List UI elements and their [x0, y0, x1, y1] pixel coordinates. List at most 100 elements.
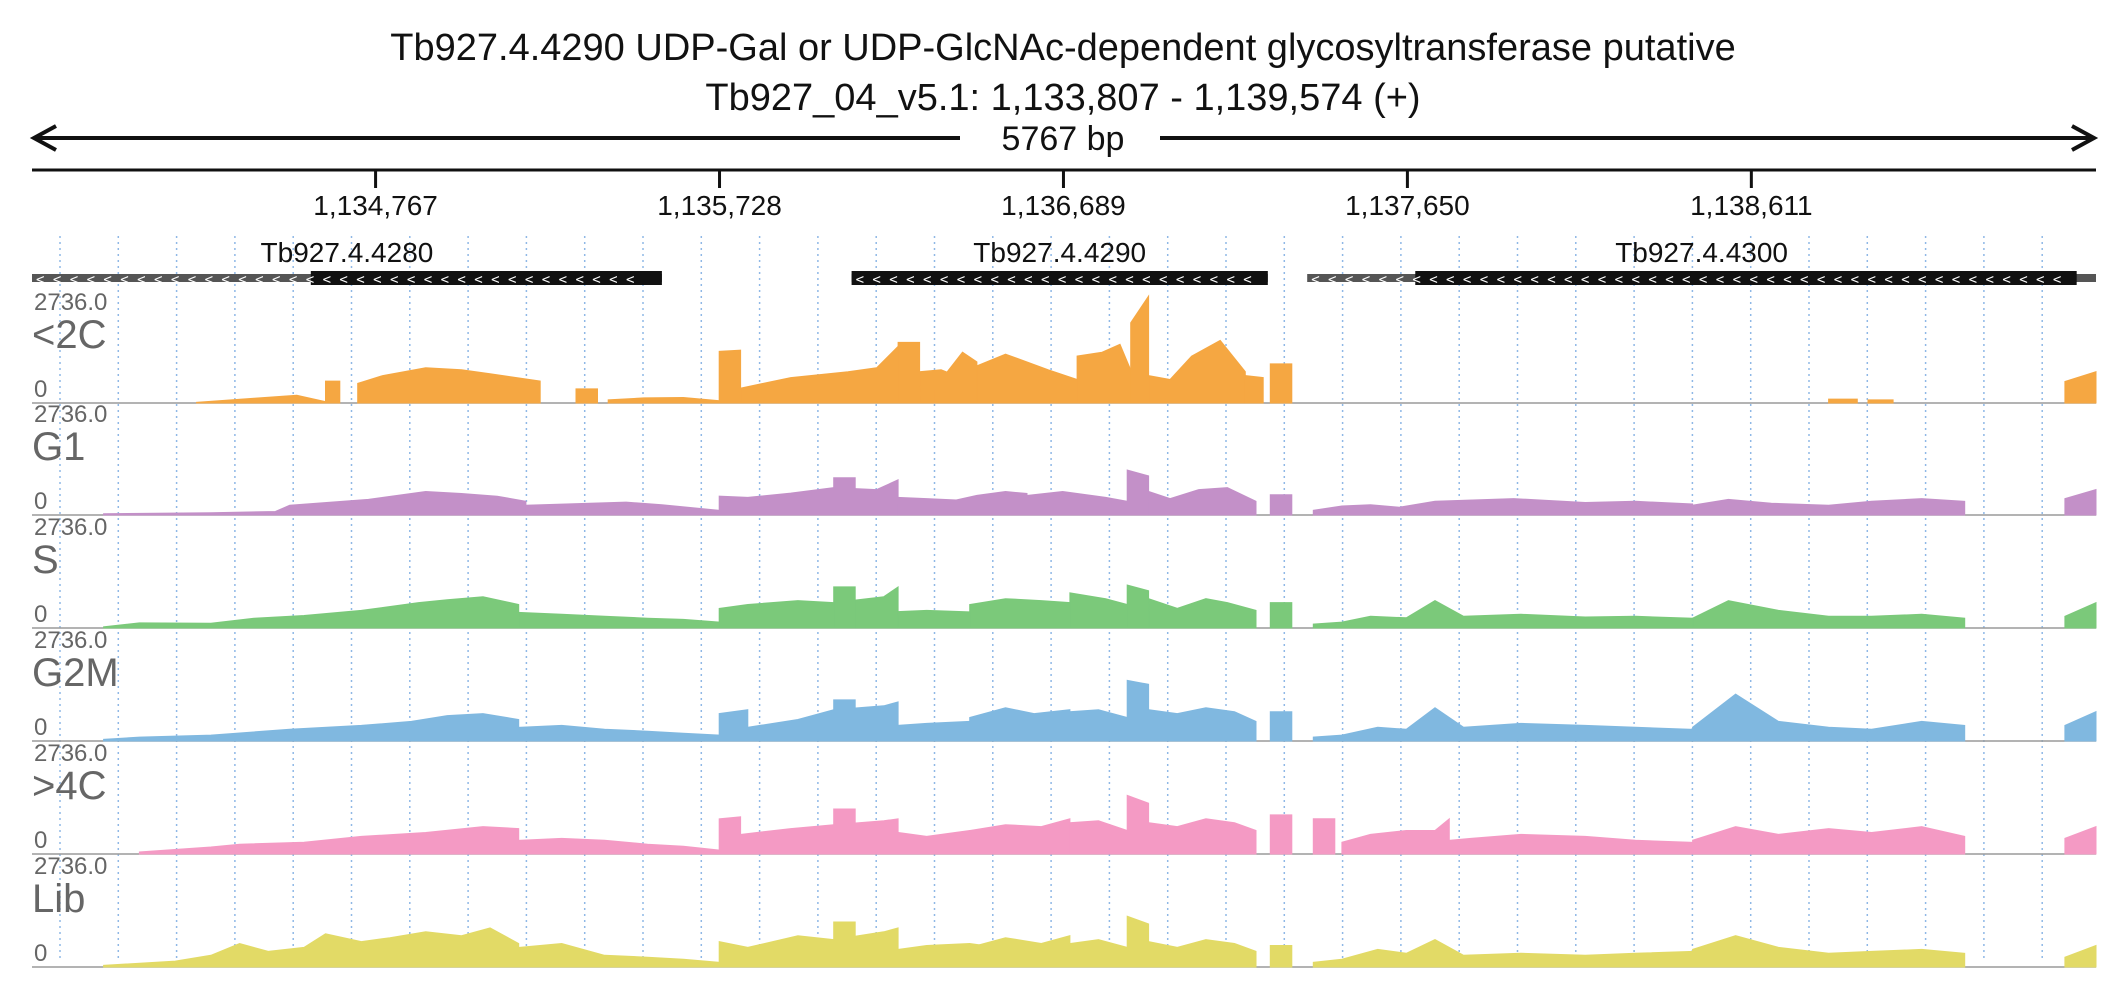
vertical-gridlines [59, 236, 2043, 962]
track-name: G2M [32, 651, 119, 695]
track-name: G1 [32, 425, 85, 469]
coverage-area [1692, 600, 1966, 629]
coverage-area [740, 345, 899, 404]
chart-subtitle: Tb927_04_v5.1: 1,133,807 - 1,139,574 (+) [705, 77, 1420, 119]
coverage-area [1269, 711, 1293, 742]
coverage-track: 2736.0 0 G2M [32, 627, 2097, 742]
coverage-area [2064, 601, 2097, 629]
coverage-track: 2736.0 0 S [32, 514, 2097, 629]
ruler-tick-label: 1,134,767 [313, 190, 438, 221]
coverage-area [1076, 343, 1132, 404]
coverage-area [1692, 693, 1966, 742]
gene-strand-chevrons: < < < < < < < < < < < < < < < < < < < < … [1311, 272, 2061, 288]
coverage-area [833, 699, 856, 742]
coverage-area [969, 935, 1071, 968]
coverage-area [196, 394, 326, 404]
coverage-area [103, 927, 520, 968]
coverage-area [833, 921, 856, 968]
coverage-area [1126, 679, 1150, 742]
ruler-tick-label: 1,137,650 [1345, 190, 1470, 221]
track-scale-max: 2736.0 [34, 853, 107, 880]
track-scale-min: 0 [34, 376, 47, 403]
gene-label: Tb927.4.4280 [261, 237, 434, 268]
coverage-area [833, 477, 856, 516]
coverage-area [1148, 487, 1257, 516]
coverage-area [1130, 294, 1150, 404]
coverage-area [1026, 490, 1128, 516]
coverage-area [1312, 818, 1336, 855]
coverage-area [518, 724, 720, 742]
coverage-area [1448, 833, 1694, 855]
coverage-area [103, 713, 520, 742]
coverage-area [740, 818, 899, 855]
coverage-area [138, 826, 520, 855]
coverage-area [2064, 944, 2097, 968]
span-arrow-right-head [2071, 124, 2099, 152]
coverage-area [718, 816, 742, 855]
coverage-area [718, 479, 899, 516]
track-scale-min: 0 [34, 601, 47, 628]
coverage-area [718, 927, 899, 968]
coverage-area [897, 341, 921, 404]
coverage-area [1828, 398, 1858, 404]
coverage-area [1269, 814, 1293, 855]
span-arrow-left-head [29, 124, 57, 152]
coverage-area [1312, 600, 1694, 629]
coverage-area [1126, 794, 1150, 855]
span-arrow: 5767 bp [29, 120, 2099, 158]
track-scale-max: 2736.0 [34, 627, 107, 654]
coverage-area [325, 380, 341, 404]
track-name: Lib [32, 877, 85, 921]
coverage-area [1069, 939, 1128, 968]
gene-strand-chevrons: < < < < < < < < < < < < < < < < < < < < … [36, 272, 634, 288]
coverage-area [1069, 709, 1128, 742]
ruler-tick-label: 1,138,611 [1690, 190, 1813, 221]
track-scale-max: 2736.0 [34, 514, 107, 541]
track-name: <2C [32, 313, 107, 357]
coverage-area [2064, 710, 2097, 742]
coverage-area [518, 942, 720, 968]
coverage-area [1069, 820, 1128, 855]
coverage-area [1312, 707, 1694, 742]
track-scale-min: 0 [34, 714, 47, 741]
track-name: >4C [32, 764, 107, 808]
coverage-track: 2736.0 0 >4C [32, 740, 2097, 855]
coverage-area [969, 598, 1071, 629]
coverage-area [518, 611, 720, 629]
coverage-area [1312, 498, 1694, 516]
gene-label: Tb927.4.4300 [1615, 237, 1788, 268]
coverage-area [969, 818, 1071, 855]
track-name: S [32, 538, 59, 582]
coverage-track: 2736.0 0 G1 [32, 401, 2097, 516]
coverage-area [575, 388, 598, 404]
coverage-area [357, 367, 541, 404]
coordinate-ruler: 1,134,767 1,135,728 1,136,689 1,137,650 1,13… [32, 168, 2096, 221]
gene-strand-chevrons: < < < < < < < < < < < < < < < < < < < < … [856, 272, 1252, 288]
coverage-area [1126, 469, 1150, 516]
coverage-area [1244, 375, 1264, 404]
coverage-area [525, 501, 720, 516]
coverage-area [2064, 371, 2097, 404]
gene-track: < < < < < < < < < < < < < < < < < < < < … [32, 237, 2096, 288]
span-length-label: 5767 bp [1002, 120, 1125, 158]
coverage-area [933, 351, 978, 404]
track-scale-min: 0 [34, 940, 47, 967]
coverage-area [1341, 817, 1450, 855]
track-scale-min: 0 [34, 827, 47, 854]
coverage-area [718, 349, 742, 404]
gene-cds-bar [1415, 271, 2077, 285]
coverage-area [969, 707, 1071, 742]
gene-cds-bar [851, 271, 1268, 285]
ruler-tick-label: 1,136,689 [1001, 190, 1126, 221]
coverage-area [1692, 498, 1966, 516]
coverage-tracks: 2736.00<2C2736.00G12736.00S2736.00G2M273… [32, 289, 2097, 968]
coverage-area [1148, 339, 1246, 404]
coverage-area [1126, 584, 1150, 629]
coverage-area [954, 490, 1028, 516]
coverage-area [1148, 598, 1257, 629]
track-scale-max: 2736.0 [34, 289, 107, 316]
coverage-track: 2736.0 0 Lib [32, 853, 2097, 968]
coverage-area [1269, 945, 1293, 968]
coverage-area [833, 586, 856, 629]
